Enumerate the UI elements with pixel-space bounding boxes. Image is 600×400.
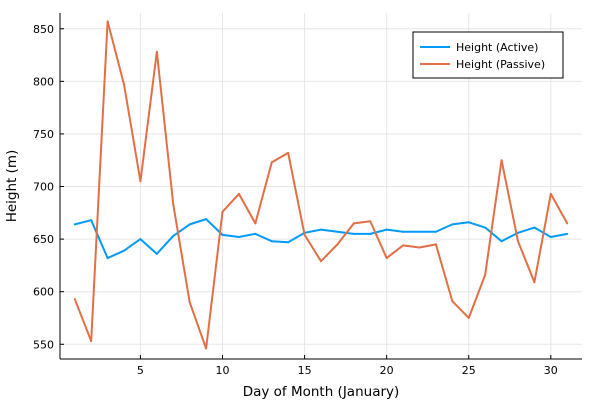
y-tick-label: 600 [33,286,54,299]
y-tick-label: 750 [33,128,54,141]
line-segment [106,20,126,86]
line-segment [254,161,273,225]
legend-box [412,31,564,79]
line-segment [500,159,519,243]
tick-labels: 5 10 15 20 25 30 550 600 650 700 750 800 850 [33,23,558,377]
series-group [73,20,569,350]
line-segment [516,226,536,234]
x-tick-label: 5 [137,364,144,377]
line-segment [155,50,175,206]
line-segment [467,221,487,229]
line-segment [451,300,470,319]
line-segment [237,232,257,239]
line-segment [434,243,454,303]
axes [59,13,582,360]
line-segment [484,159,503,276]
line-segment [155,234,175,255]
line-segment [320,228,339,233]
line-segment [287,231,306,244]
line-segment [123,83,142,183]
line-segment [221,233,240,239]
line-segment [451,221,470,226]
line-segment [385,228,405,233]
y-tick-label: 650 [33,233,54,246]
line-segment [188,301,208,350]
legend-label: Height (Passive) [456,58,545,71]
line-segment [402,244,421,249]
line-segment [369,220,388,260]
line-segment [303,228,322,234]
line-segment [123,238,142,252]
line-segment [90,20,109,343]
y-axis-title: Height (m) [4,150,20,223]
x-tick-label: 30 [544,364,558,377]
legend: Height (Active) Height (Passive) [412,31,564,79]
legend-label: Height (Active) [456,41,538,54]
line-segment [336,222,355,246]
line-segment [139,238,158,255]
line-segment [254,232,273,243]
line-segment [303,233,322,263]
y-tick-label: 700 [33,181,54,194]
line-segment [287,151,306,236]
line-segment [90,219,109,260]
line-segment [205,210,224,350]
line-segment [533,192,552,284]
y-tick-label: 550 [33,338,54,351]
line-segment [237,192,257,225]
line-segment [434,223,454,233]
line-segment [73,219,93,226]
line-segment [549,192,569,225]
line-segment [484,226,503,243]
line-segment [320,243,339,263]
x-axis-title: Day of Month (January) [243,384,400,400]
line-segment [352,220,372,225]
x-tick-label: 25 [462,364,476,377]
line-segment [467,273,487,319]
line-segment [418,243,437,249]
x-tick-label: 20 [380,364,394,377]
line-segment [385,244,405,260]
line-segment [533,226,552,239]
y-tick-label: 850 [33,23,54,36]
line-segment [516,240,536,284]
line-segment [139,50,158,183]
line-segment [270,151,290,164]
series-passive [73,20,569,350]
x-tick-label: 10 [216,364,230,377]
y-tick-label: 800 [33,75,54,88]
series-active [73,218,569,260]
x-tick-label: 15 [298,364,312,377]
line-segment [188,218,208,226]
line-segment [369,228,388,235]
line-segment [270,240,290,244]
line-segment [500,231,519,243]
line-segment [549,232,569,239]
line-segment [172,203,191,304]
line-segment [106,249,126,260]
line-segment [221,192,240,213]
line-segment [73,298,93,343]
line-segment [172,223,191,237]
